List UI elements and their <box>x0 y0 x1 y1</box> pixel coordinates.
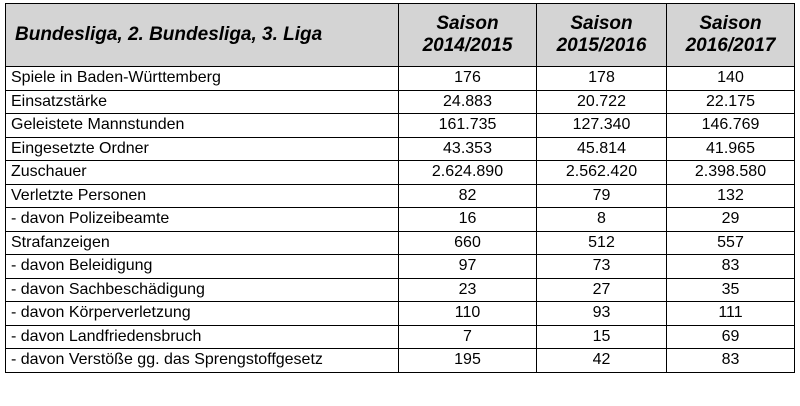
table-row: - davon Polizeibeamte 16 8 29 <box>5 207 795 232</box>
cell-2015-2016: 93 <box>536 301 667 326</box>
cell-2015-2016: 45.814 <box>536 136 667 161</box>
row-label: - davon Landfriedensbruch <box>5 324 399 349</box>
cell-2016-2017: 41.965 <box>666 136 795 161</box>
table-row: Zuschauer 2.624.890 2.562.420 2.398.580 <box>5 160 795 185</box>
cell-2015-2016: 20.722 <box>536 89 667 114</box>
table-row: - davon Körperverletzung 110 93 111 <box>5 301 795 326</box>
cell-2014-2015: 16 <box>398 207 537 232</box>
cell-2015-2016: 178 <box>536 66 667 91</box>
header-season-2014-2015: Saison 2014/2015 <box>398 3 537 67</box>
cell-2015-2016: 27 <box>536 277 667 302</box>
cell-2016-2017: 83 <box>666 348 795 373</box>
statistics-table: Bundesliga, 2. Bundesliga, 3. Liga Saiso… <box>5 3 795 373</box>
cell-2015-2016: 42 <box>536 348 667 373</box>
row-label: Eingesetzte Ordner <box>5 136 399 161</box>
cell-2014-2015: 195 <box>398 348 537 373</box>
cell-2014-2015: 2.624.890 <box>398 160 537 185</box>
cell-2016-2017: 557 <box>666 230 795 255</box>
table-row: Einsatzstärke 24.883 20.722 22.175 <box>5 89 795 114</box>
row-label: Geleistete Mannstunden <box>5 113 399 138</box>
cell-2014-2015: 24.883 <box>398 89 537 114</box>
row-label: - davon Körperverletzung <box>5 301 399 326</box>
cell-2016-2017: 2.398.580 <box>666 160 795 185</box>
table-header: Bundesliga, 2. Bundesliga, 3. Liga Saiso… <box>5 3 795 67</box>
cell-2015-2016: 73 <box>536 254 667 279</box>
cell-2016-2017: 35 <box>666 277 795 302</box>
cell-2014-2015: 7 <box>398 324 537 349</box>
table-row: Strafanzeigen 660 512 557 <box>5 230 795 255</box>
row-label: Zuschauer <box>5 160 399 185</box>
cell-2014-2015: 176 <box>398 66 537 91</box>
row-label: Verletzte Personen <box>5 183 399 208</box>
header-season-2015-2016: Saison 2015/2016 <box>536 3 667 67</box>
row-label: - davon Beleidigung <box>5 254 399 279</box>
row-label: Spiele in Baden-Württemberg <box>5 66 399 91</box>
table-row: - davon Beleidigung 97 73 83 <box>5 254 795 279</box>
table-row: Eingesetzte Ordner 43.353 45.814 41.965 <box>5 136 795 161</box>
cell-2015-2016: 512 <box>536 230 667 255</box>
cell-2016-2017: 69 <box>666 324 795 349</box>
row-label: - davon Verstöße gg. das Sprengstoffgese… <box>5 348 399 373</box>
table-row: - davon Sachbeschädigung 23 27 35 <box>5 277 795 302</box>
cell-2015-2016: 15 <box>536 324 667 349</box>
table-body: Spiele in Baden-Württemberg 176 178 140 … <box>5 66 795 373</box>
cell-2015-2016: 79 <box>536 183 667 208</box>
row-label: - davon Sachbeschädigung <box>5 277 399 302</box>
header-league: Bundesliga, 2. Bundesliga, 3. Liga <box>5 3 399 67</box>
row-label: Einsatzstärke <box>5 89 399 114</box>
cell-2016-2017: 29 <box>666 207 795 232</box>
cell-2016-2017: 132 <box>666 183 795 208</box>
cell-2016-2017: 22.175 <box>666 89 795 114</box>
cell-2016-2017: 140 <box>666 66 795 91</box>
cell-2016-2017: 111 <box>666 301 795 326</box>
cell-2015-2016: 8 <box>536 207 667 232</box>
cell-2016-2017: 83 <box>666 254 795 279</box>
cell-2014-2015: 161.735 <box>398 113 537 138</box>
header-season-2016-2017: Saison 2016/2017 <box>666 3 795 67</box>
cell-2014-2015: 110 <box>398 301 537 326</box>
table-row: Spiele in Baden-Württemberg 176 178 140 <box>5 66 795 91</box>
table-row: - davon Verstöße gg. das Sprengstoffgese… <box>5 348 795 373</box>
cell-2014-2015: 82 <box>398 183 537 208</box>
cell-2014-2015: 97 <box>398 254 537 279</box>
table-row: - davon Landfriedensbruch 7 15 69 <box>5 324 795 349</box>
cell-2015-2016: 2.562.420 <box>536 160 667 185</box>
header-row: Bundesliga, 2. Bundesliga, 3. Liga Saiso… <box>5 3 795 67</box>
row-label: Strafanzeigen <box>5 230 399 255</box>
table-row: Verletzte Personen 82 79 132 <box>5 183 795 208</box>
cell-2015-2016: 127.340 <box>536 113 667 138</box>
cell-2014-2015: 660 <box>398 230 537 255</box>
table-row: Geleistete Mannstunden 161.735 127.340 1… <box>5 113 795 138</box>
row-label: - davon Polizeibeamte <box>5 207 399 232</box>
cell-2014-2015: 43.353 <box>398 136 537 161</box>
cell-2014-2015: 23 <box>398 277 537 302</box>
cell-2016-2017: 146.769 <box>666 113 795 138</box>
